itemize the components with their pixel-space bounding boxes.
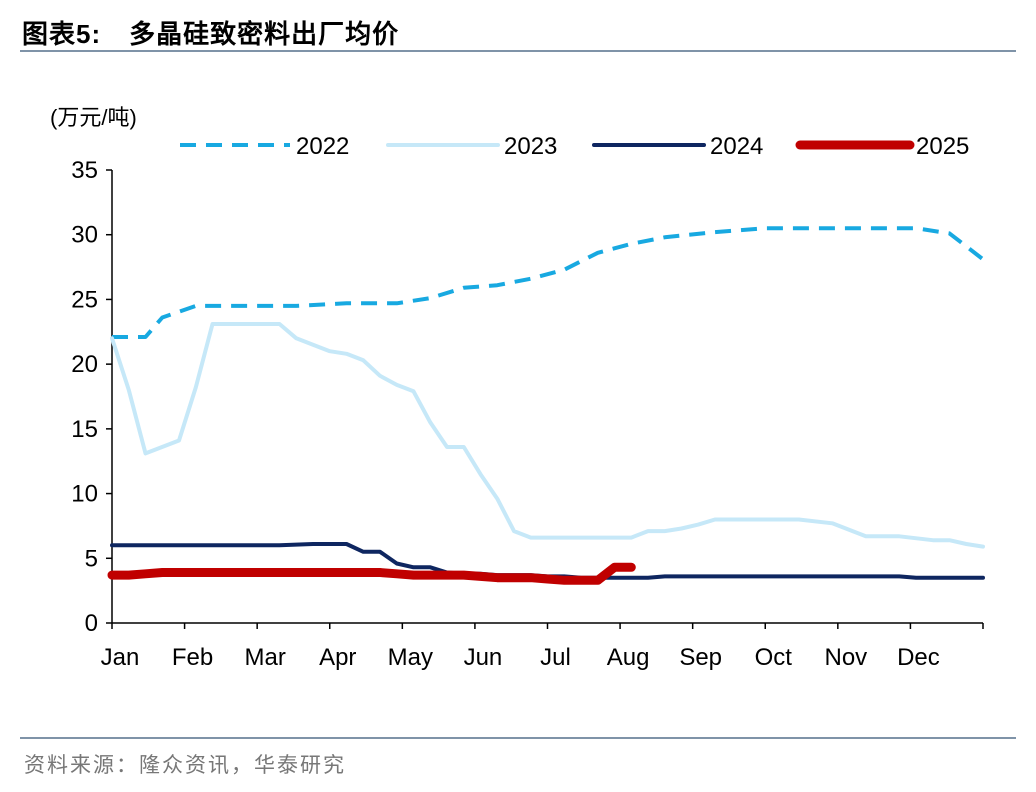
y-tick-label: 5 — [85, 545, 98, 572]
x-tick-label: Apr — [319, 644, 356, 671]
series-line-2023 — [110, 322, 985, 549]
x-tick-label: Jul — [540, 644, 571, 671]
x-tick-label: Jan — [101, 644, 140, 671]
y-tick-label: 30 — [71, 222, 98, 249]
y-tick-label: 20 — [71, 351, 98, 378]
y-tick-label: 15 — [71, 416, 98, 443]
y-tick-label: 35 — [71, 157, 98, 184]
x-tick-label: Sep — [679, 644, 722, 671]
series-line-2025 — [107, 562, 636, 585]
x-tick-label: Oct — [755, 644, 793, 671]
y-tick-label: 10 — [71, 481, 98, 508]
figure-title-number: 5: — [76, 19, 102, 49]
y-tick-label: 0 — [85, 610, 98, 637]
x-tick-label: Dec — [897, 644, 940, 671]
figure-title: 图表5: 多晶硅致密料出厂均价 — [22, 14, 399, 51]
series-layer — [107, 226, 985, 585]
legend-label-2023: 2023 — [504, 133, 557, 160]
legend-label-2025: 2025 — [916, 133, 969, 160]
series-line-2022 — [112, 226, 985, 339]
legend: 2022 2023 2024 2025 — [180, 133, 969, 160]
figure-title-text: 多晶硅致密料出厂均价 — [129, 20, 400, 50]
x-tick-label: Jun — [464, 644, 503, 671]
y-axis-unit-label: (万元/吨) — [50, 105, 137, 130]
x-tick-label: Aug — [607, 644, 650, 671]
figure-title-prefix: 图表 — [22, 20, 77, 50]
legend-label-2022: 2022 — [296, 133, 349, 160]
top-divider — [20, 50, 1016, 52]
source-note: 资料来源：隆众资讯，华泰研究 — [24, 753, 346, 777]
axes: 0 5 10 15 20 25 30 35 Jan Feb Mar Apr May Jun Jul Aug Se… — [71, 157, 984, 671]
y-tick-label: 25 — [71, 286, 98, 313]
bottom-divider — [20, 737, 1016, 739]
legend-label-2024: 2024 — [710, 133, 763, 160]
x-tick-label: Nov — [824, 644, 867, 671]
x-tick-label: Mar — [244, 644, 285, 671]
x-tick-label: Feb — [172, 644, 213, 671]
x-tick-label: May — [388, 644, 433, 671]
